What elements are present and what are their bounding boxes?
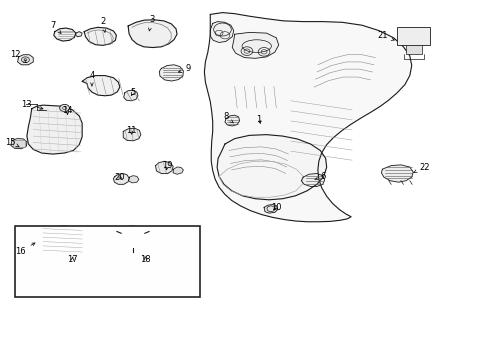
Polygon shape — [381, 165, 412, 182]
Text: 21: 21 — [376, 31, 393, 40]
Text: 11: 11 — [125, 126, 136, 135]
Text: 17: 17 — [67, 256, 78, 264]
Polygon shape — [301, 174, 324, 186]
Circle shape — [129, 235, 137, 241]
Text: 16: 16 — [15, 243, 35, 256]
Polygon shape — [123, 128, 141, 141]
Polygon shape — [224, 115, 239, 126]
Circle shape — [119, 228, 146, 248]
Bar — [15, 226, 200, 297]
Text: 19: 19 — [162, 161, 172, 170]
Polygon shape — [128, 20, 177, 48]
Text: 14: 14 — [62, 107, 73, 115]
Polygon shape — [232, 32, 278, 58]
Circle shape — [60, 104, 69, 112]
Polygon shape — [76, 32, 82, 37]
Polygon shape — [217, 135, 326, 200]
Bar — [396, 27, 429, 45]
Text: 5: 5 — [130, 88, 135, 97]
Polygon shape — [84, 27, 116, 45]
Text: 13: 13 — [21, 100, 43, 109]
Text: 6: 6 — [314, 172, 325, 181]
Text: 12: 12 — [10, 50, 26, 63]
Text: 8: 8 — [223, 112, 233, 123]
Text: 18: 18 — [140, 256, 151, 264]
Polygon shape — [54, 28, 76, 41]
Polygon shape — [155, 161, 173, 174]
Polygon shape — [82, 76, 120, 96]
Circle shape — [24, 59, 27, 61]
Polygon shape — [116, 226, 149, 249]
Polygon shape — [159, 65, 183, 81]
Text: 2: 2 — [100, 17, 105, 32]
Polygon shape — [40, 226, 84, 253]
Text: 9: 9 — [178, 64, 190, 73]
Polygon shape — [210, 22, 233, 42]
Text: 4: 4 — [89, 71, 94, 86]
Polygon shape — [128, 176, 139, 183]
Circle shape — [124, 232, 142, 245]
Text: 7: 7 — [50, 21, 61, 33]
Polygon shape — [27, 105, 82, 154]
Polygon shape — [11, 139, 27, 149]
Text: 3: 3 — [148, 15, 154, 31]
Polygon shape — [264, 204, 277, 213]
Text: 1: 1 — [256, 115, 261, 124]
Polygon shape — [113, 174, 129, 184]
Bar — [13, 140, 25, 147]
Text: 22: 22 — [413, 163, 429, 172]
Text: 15: 15 — [5, 138, 19, 147]
Text: 20: 20 — [114, 173, 125, 181]
Polygon shape — [204, 13, 411, 222]
Polygon shape — [18, 55, 33, 65]
Polygon shape — [123, 90, 138, 101]
Bar — [405, 45, 421, 54]
Text: 10: 10 — [270, 202, 281, 211]
Polygon shape — [173, 167, 183, 174]
